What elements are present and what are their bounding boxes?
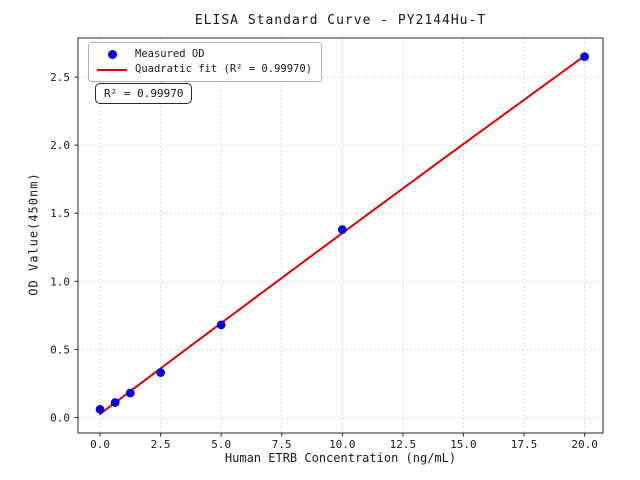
x-tick-label: 15.0 [450, 438, 477, 451]
data-point [156, 368, 166, 377]
y-tick-label: 1.0 [50, 275, 70, 288]
y-tick-label: 0.0 [50, 411, 70, 424]
legend-label: Measured OD [135, 48, 205, 60]
legend: Measured OD Quadratic fit (R² = 0.99970) [88, 42, 323, 82]
y-tick-label: 2.0 [50, 139, 70, 152]
chart-title: ELISA Standard Curve - PY2144Hu-T [194, 13, 487, 28]
data-point [337, 225, 347, 234]
scatter-marker-icon [107, 50, 117, 59]
legend-item-measured-od: Measured OD [95, 47, 312, 62]
x-tick-label: 20.0 [571, 438, 598, 451]
data-point [580, 52, 589, 62]
x-tick-label: 0.0 [90, 438, 110, 451]
legend-item-quadratic-fit: Quadratic fit (R² = 0.99970) [95, 62, 312, 77]
plot-border [77, 37, 604, 434]
data-point [216, 320, 226, 330]
x-axis-label: Human ETRB Concentration (ng/mL) [224, 451, 457, 465]
r-squared-annotation: R² = 0.99970 [95, 83, 193, 104]
y-tick-label: 2.5 [50, 71, 70, 84]
x-tick-label: 12.5 [390, 438, 417, 451]
line-marker-icon [97, 68, 127, 71]
y-tick-label: 0.5 [50, 343, 70, 356]
data-point [125, 388, 135, 398]
y-tick-label: 1.5 [50, 207, 70, 220]
x-tick-label: 10.0 [329, 438, 356, 451]
x-tick-label: 2.5 [151, 438, 171, 451]
legend-label: Quadratic fit (R² = 0.99970) [135, 63, 313, 75]
x-tick-label: 17.5 [511, 438, 538, 451]
x-tick-label: 5.0 [211, 438, 231, 451]
x-tick-label: 7.5 [272, 438, 292, 451]
data-point [95, 404, 105, 414]
y-axis-label: OD Value(450nm) [26, 172, 41, 296]
data-point [110, 398, 120, 407]
